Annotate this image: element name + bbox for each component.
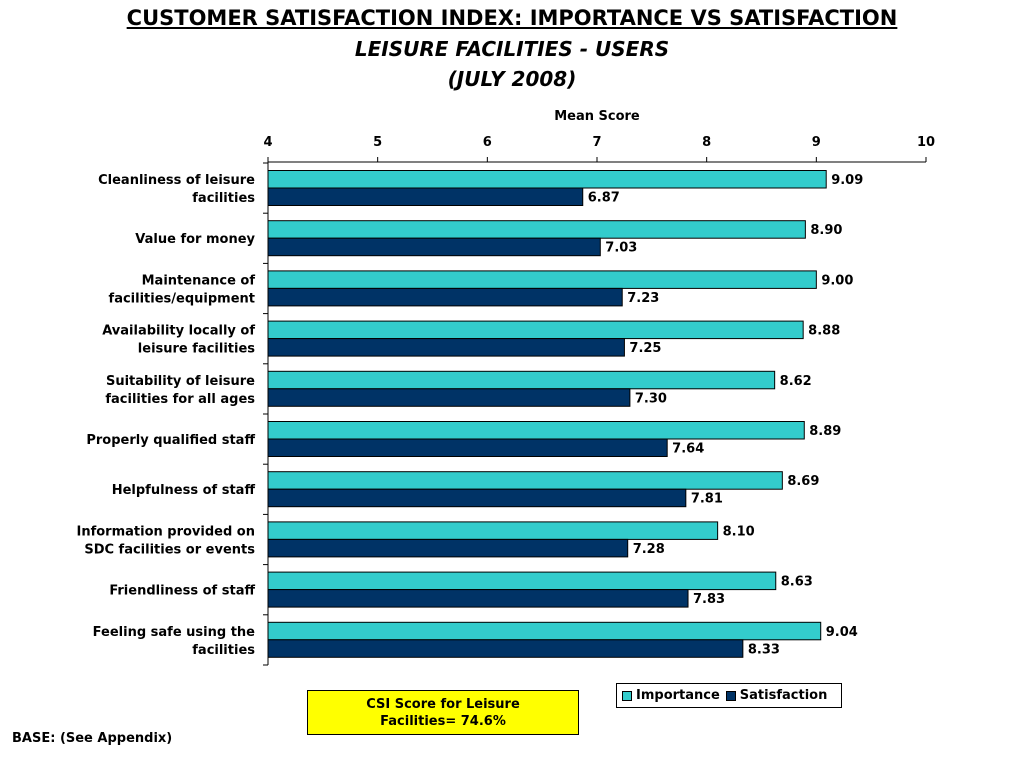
data-label-importance: 8.63 xyxy=(781,575,813,590)
bar-importance xyxy=(267,170,827,189)
bar-satisfaction xyxy=(267,488,687,508)
category-label: facilities xyxy=(192,643,255,658)
category-label: Cleanliness of leisure xyxy=(98,173,255,188)
bar-satisfaction xyxy=(267,237,601,257)
category-label: facilities for all ages xyxy=(105,392,255,407)
x-tick-label: 8 xyxy=(702,135,711,150)
legend-label-importance: Importance xyxy=(636,688,720,703)
category-label: Suitability of leisure xyxy=(106,374,255,389)
bar-satisfaction xyxy=(267,639,744,658)
legend-item-importance: Importance xyxy=(622,688,720,703)
bar-satisfaction xyxy=(267,287,623,307)
legend-label-satisfaction: Satisfaction xyxy=(739,688,828,703)
legend-item-satisfaction: Satisfaction xyxy=(725,688,828,703)
data-label-satisfaction: 8.33 xyxy=(748,642,780,657)
data-label-importance: 9.04 xyxy=(826,625,858,640)
bar-importance xyxy=(267,621,822,641)
x-tick-label: 9 xyxy=(812,135,821,150)
bar-satisfaction xyxy=(267,438,668,457)
bar-importance xyxy=(267,270,817,289)
category-label: facilities xyxy=(192,191,255,206)
data-label-importance: 9.09 xyxy=(831,173,863,188)
category-label: SDC facilities or events xyxy=(84,542,255,557)
bar-satisfaction xyxy=(267,538,629,558)
bar-chart: Mean Score 4 5 6 7 8 9 10 9.09 6.87 Cleanliness of… xyxy=(76,109,935,666)
bar-satisfaction xyxy=(267,589,689,608)
x-tick-label: 7 xyxy=(592,135,601,150)
base-note: BASE: (See Appendix) xyxy=(12,731,173,746)
bar-importance xyxy=(267,220,806,239)
chart-date: (JULY 2008) xyxy=(447,67,577,91)
x-axis-label: Mean Score xyxy=(554,109,640,124)
data-label-satisfaction: 6.87 xyxy=(588,191,620,206)
data-label-importance: 9.00 xyxy=(821,273,853,288)
data-label-satisfaction: 7.28 xyxy=(633,542,665,557)
category-label: Information provided on xyxy=(76,524,255,539)
bar-satisfaction xyxy=(267,338,625,357)
data-label-satisfaction: 7.83 xyxy=(693,592,725,607)
data-label-satisfaction: 7.64 xyxy=(672,442,704,457)
data-label-satisfaction: 7.25 xyxy=(629,341,661,356)
bar-importance xyxy=(267,421,805,440)
category-label: Availability locally of xyxy=(102,324,255,339)
data-label-importance: 8.62 xyxy=(780,374,812,389)
x-tick-label: 4 xyxy=(263,135,272,150)
x-tick-label: 6 xyxy=(483,135,492,150)
chart-subtitle: LEISURE FACILITIES - USERS xyxy=(354,37,670,61)
bar-satisfaction xyxy=(267,388,631,407)
category-label: leisure facilities xyxy=(138,342,255,357)
data-label-importance: 8.88 xyxy=(808,324,840,339)
data-label-satisfaction: 7.81 xyxy=(691,492,723,507)
bar-importance xyxy=(267,370,776,390)
data-label-satisfaction: 7.30 xyxy=(635,391,667,406)
data-label-importance: 8.89 xyxy=(809,424,841,439)
data-label-satisfaction: 7.23 xyxy=(627,291,659,306)
category-label: Maintenance of xyxy=(142,273,256,288)
category-label: Feeling safe using the xyxy=(93,625,255,640)
bar-importance xyxy=(267,521,719,540)
csi-score-box: CSI Score for Leisure Facilities= 74.6% xyxy=(307,690,579,735)
x-tick-label: 10 xyxy=(917,135,935,150)
legend-swatch-importance xyxy=(622,690,632,701)
category-label: Friendliness of staff xyxy=(109,584,255,599)
chart-title: CUSTOMER SATISFACTION INDEX: IMPORTANCE … xyxy=(126,6,898,30)
bar-importance xyxy=(267,320,804,340)
data-label-importance: 8.10 xyxy=(723,524,755,539)
category-label: Helpfulness of staff xyxy=(112,483,256,498)
bar-importance xyxy=(267,571,777,591)
category-label: Properly qualified staff xyxy=(86,433,255,448)
data-label-importance: 8.69 xyxy=(787,474,819,489)
csi-line-2: Facilities= 74.6% xyxy=(380,714,506,729)
csi-line-1: CSI Score for Leisure xyxy=(366,697,520,712)
x-tick-label: 5 xyxy=(373,135,382,150)
bar-importance xyxy=(267,471,783,490)
data-label-importance: 8.90 xyxy=(810,223,842,238)
data-label-satisfaction: 7.03 xyxy=(605,241,637,256)
category-label: facilities/equipment xyxy=(109,291,255,306)
bar-satisfaction xyxy=(267,187,584,206)
chart-legend: Importance Satisfaction xyxy=(616,683,842,708)
category-label: Value for money xyxy=(135,232,255,247)
legend-swatch-satisfaction xyxy=(725,690,736,701)
